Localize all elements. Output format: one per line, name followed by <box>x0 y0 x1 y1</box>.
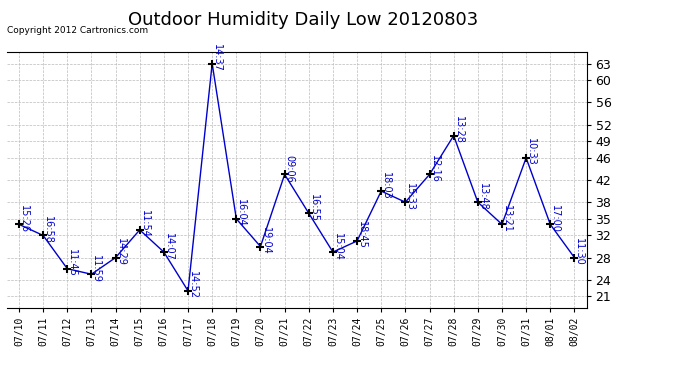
Text: 17:00: 17:00 <box>551 205 560 233</box>
Text: 14:29: 14:29 <box>115 238 126 266</box>
Text: 16:58: 16:58 <box>43 216 53 244</box>
Text: 16:04: 16:04 <box>236 200 246 227</box>
Text: 14:52: 14:52 <box>188 272 198 299</box>
Text: 14:37: 14:37 <box>213 44 222 72</box>
Text: 18:03: 18:03 <box>381 172 391 200</box>
Text: 13:21: 13:21 <box>502 205 512 233</box>
Text: 14:07: 14:07 <box>164 232 174 261</box>
Text: 11:54: 11:54 <box>139 210 150 238</box>
Text: 18:45: 18:45 <box>357 222 367 249</box>
Text: 09:06: 09:06 <box>284 155 295 183</box>
Text: Outdoor Humidity Daily Low 20120803: Outdoor Humidity Daily Low 20120803 <box>128 11 479 29</box>
Text: 11:30: 11:30 <box>574 238 584 266</box>
Text: 12:16: 12:16 <box>429 155 440 183</box>
Text: 15:26: 15:26 <box>19 205 29 233</box>
Text: 13:28: 13:28 <box>454 116 464 144</box>
Text: Humidity  (%): Humidity (%) <box>542 30 631 40</box>
Text: 15:33: 15:33 <box>406 183 415 210</box>
Text: 11:45: 11:45 <box>68 249 77 277</box>
Text: 16:55: 16:55 <box>308 194 319 222</box>
Text: 13:48: 13:48 <box>477 183 488 210</box>
Text: 19:04: 19:04 <box>261 227 270 255</box>
Text: 15:04: 15:04 <box>333 232 343 261</box>
Text: Copyright 2012 Cartronics.com: Copyright 2012 Cartronics.com <box>7 26 148 35</box>
Text: 10:33: 10:33 <box>526 138 536 166</box>
Text: 11:59: 11:59 <box>91 255 101 283</box>
